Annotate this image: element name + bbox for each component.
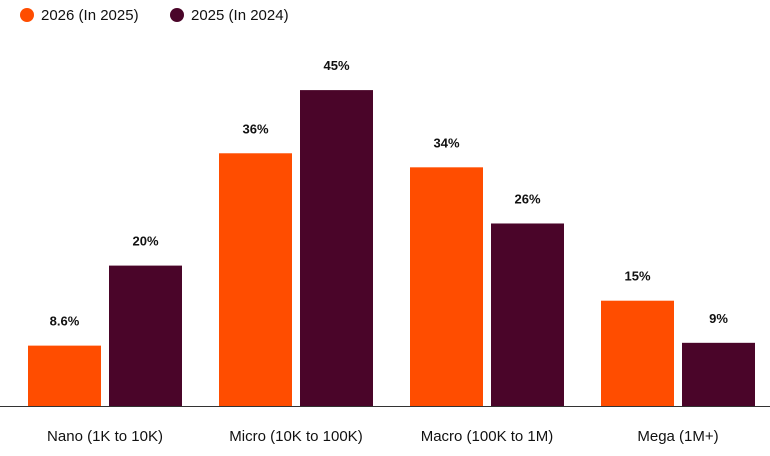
value-label-macro-series-1: 34% [433,135,459,150]
bar-nano-series-2 [109,265,182,406]
bar-macro-series-2 [491,223,564,406]
value-labels-group: 8.6% 20% 36% 45% 34% 26% 15% 9% [50,58,729,329]
bar-nano-series-1 [28,345,101,406]
value-label-micro-series-2: 45% [323,58,349,73]
bars-group [28,90,755,406]
legend: 2026 (In 2025) 2025 (In 2024) [20,7,289,24]
bar-mega-series-2 [682,342,755,406]
category-label-mega: Mega (1M+) [637,428,718,445]
value-label-nano-series-1: 8.6% [50,314,80,329]
value-label-macro-series-2: 26% [514,191,540,206]
bar-mega-series-1 [601,300,674,406]
category-label-macro: Macro (100K to 1M) [421,428,554,445]
value-label-nano-series-2: 20% [132,234,158,249]
value-label-mega-series-2: 9% [709,311,728,326]
value-label-micro-series-1: 36% [242,121,268,136]
legend-swatch-1 [20,8,34,22]
legend-label-1: 2026 (In 2025) [41,7,139,24]
legend-label-2: 2025 (In 2024) [191,7,289,24]
legend-swatch-2 [170,8,184,22]
category-labels-group: Nano (1K to 10K) Micro (10K to 100K) Macro… [47,428,719,445]
bar-micro-series-2 [300,90,373,406]
value-label-mega-series-1: 15% [624,269,650,284]
bar-macro-series-1 [410,167,483,406]
category-label-micro: Micro (10K to 100K) [229,428,362,445]
category-label-nano: Nano (1K to 10K) [47,428,163,445]
bar-micro-series-1 [219,153,292,406]
